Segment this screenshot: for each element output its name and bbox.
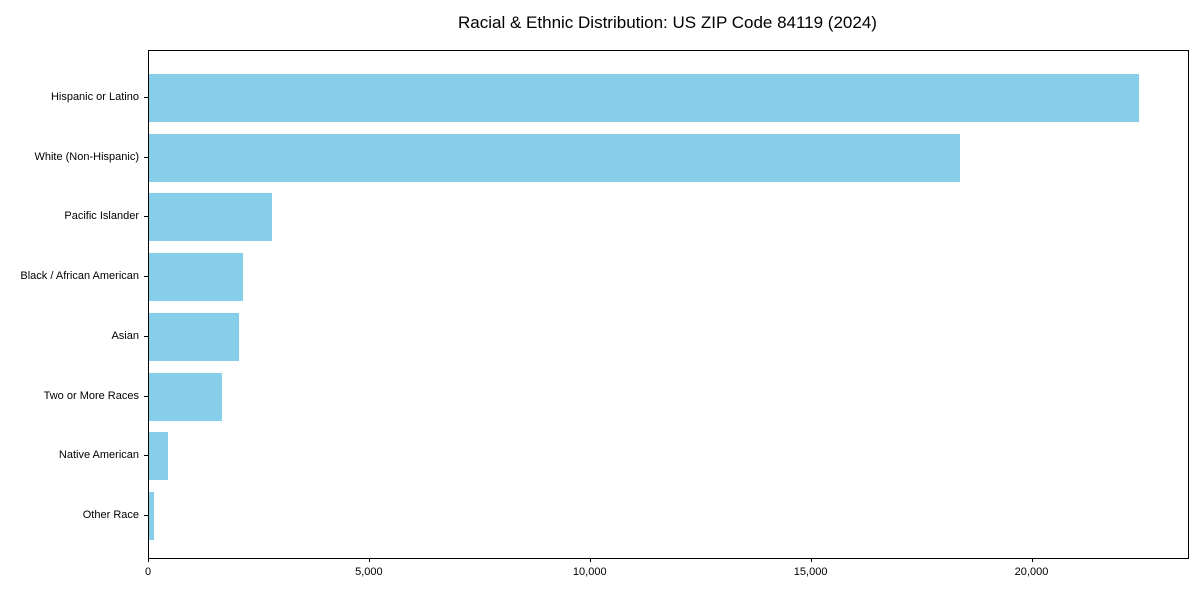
y-axis-label: Hispanic or Latino: [50, 91, 139, 103]
x-axis-tick-label: 0: [144, 566, 152, 578]
y-axis-label: Two or More Races: [43, 389, 139, 402]
y-tick-mark: [144, 97, 148, 98]
chart-title: Racial & Ethnic Distribution: US ZIP Cod…: [458, 13, 877, 32]
y-tick-mark: [144, 335, 148, 337]
bar: [149, 491, 154, 540]
y-tick-mark: [144, 156, 148, 158]
y-tick-mark: [144, 455, 148, 457]
bar: [149, 193, 272, 242]
x-tick-mark: [810, 558, 812, 562]
y-tick-mark: [144, 514, 148, 516]
bar: [149, 74, 1139, 122]
y-axis-label: Native American: [58, 449, 139, 462]
y-axis-label: Asian: [111, 329, 139, 342]
bar: [149, 312, 240, 361]
x-tick-mark: [148, 558, 149, 562]
x-tick-mark: [589, 558, 591, 562]
x-axis-tick-label: 15,000: [793, 566, 828, 578]
x-axis-tick-label: 5,000: [355, 566, 383, 578]
y-tick-mark: [144, 276, 148, 278]
y-axis-label: White (Non-Hispanic): [34, 150, 139, 163]
x-axis-tick-label: 20,000: [1014, 566, 1049, 578]
y-axis-label: Black / African American: [20, 270, 139, 283]
x-axis-tick-label: 10,000: [572, 566, 607, 578]
bar: [149, 253, 244, 302]
x-tick-mark: [1031, 558, 1033, 562]
y-axis-label: Pacific Islander: [64, 210, 139, 223]
bar: [149, 133, 960, 182]
y-axis-label: Other Race: [82, 508, 139, 521]
plot-area: [148, 50, 1189, 559]
y-tick-mark: [144, 216, 148, 218]
y-tick-mark: [144, 395, 148, 397]
x-tick-mark: [368, 558, 370, 562]
bar: [149, 432, 168, 481]
bar: [149, 372, 223, 421]
